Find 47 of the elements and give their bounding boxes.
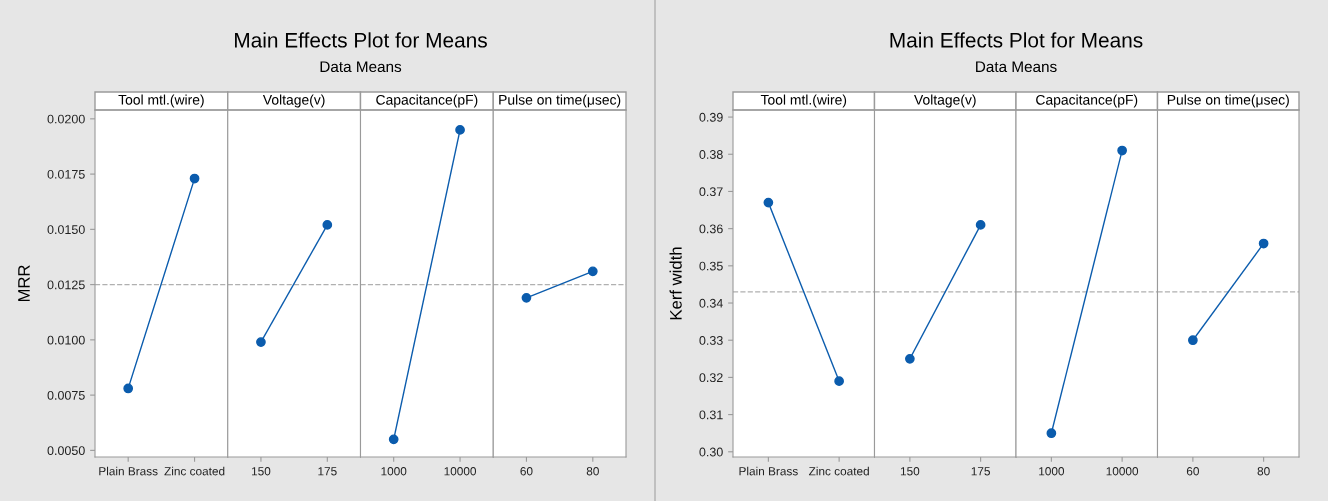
y-tick-label: 0.0075 [47,390,85,400]
chart-title: Tool mtl.(wire) [118,94,204,108]
chart-title: Pulse on time(μsec) [499,94,621,108]
y-axis-title: MRR [18,265,30,302]
x-tick-label: 175 [971,467,990,476]
chart-title: Capacitance(pF) [1036,94,1138,108]
y-tick-label: 0.0175 [47,169,85,179]
x-tick-label: 150 [900,467,920,476]
x-tick-label: 150 [251,467,271,476]
y-tick-label: 0.36 [699,224,723,234]
x-tick-label: 175 [318,467,337,476]
y-tick-label: 0.33 [699,336,723,345]
chart-title: Tool mtl.(wire) [760,94,847,108]
x-tick-label: 10000 [444,467,477,476]
text: Main Effects Plot for Means [235,32,487,48]
chart-title: Pulse on time(μsec) [1167,94,1289,108]
chart-title: Voltage(v) [914,94,976,108]
x-tick-label: Plain Brass [739,466,798,476]
y-tick-label: 0.0050 [47,446,85,456]
x-tick-label: 10000 [1106,467,1139,476]
x-tick-label: Plain Brass [99,466,158,476]
y-tick-label: 0.31 [699,410,723,420]
x-tick-label: 1000 [1039,467,1065,476]
x-tick-label: 60 [520,467,533,476]
y-tick-label: 0.30 [699,447,723,457]
y-tick-label: 0.37 [699,187,723,197]
x-tick-label: 80 [586,467,599,476]
y-tick-label: 0.38 [699,150,723,159]
x-tick-label: Zinc coated [164,466,225,476]
chart-title: Capacitance(pF) [376,94,478,108]
y-tick-label: 0.39 [699,112,723,122]
text: Data Means [320,61,402,73]
x-tick-label: 80 [1257,467,1270,476]
x-tick-label: Zinc coated [808,466,869,476]
y-tick-label: 0.0150 [47,225,85,234]
y-tick-label: 0.34 [699,298,723,308]
y-tick-label: 0.0200 [47,114,85,124]
y-tick-label: 0.0100 [47,335,85,345]
text: Main Effects Plot for Means [890,32,1143,48]
y-tick-label: 0.0125 [47,280,85,290]
y-tick-label: 0.32 [699,373,723,383]
x-tick-label: 60 [1186,467,1199,476]
y-tick-label: 0.35 [699,261,723,271]
y-axis-title: Kerf width [669,247,682,320]
text: Data Means [976,61,1057,73]
chart-title: Voltage(v) [262,94,325,108]
x-tick-label: 1000 [381,467,407,476]
